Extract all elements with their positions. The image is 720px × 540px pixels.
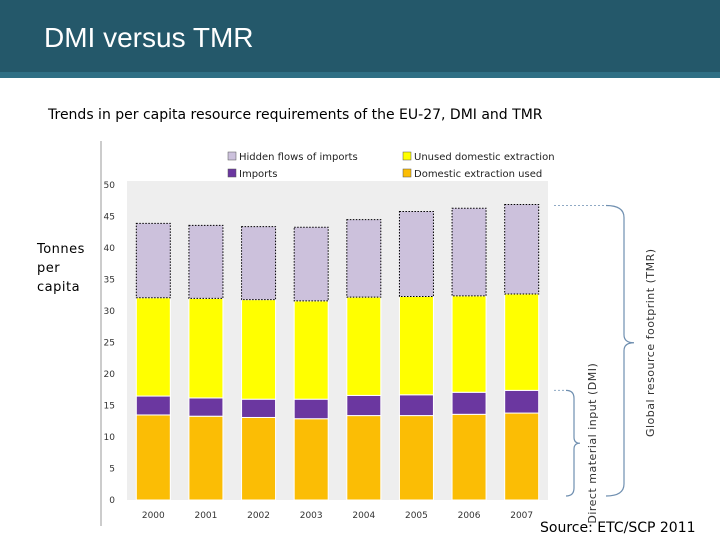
brackets-group: Direct material input (DMI) Global resour…: [554, 204, 657, 524]
x-tick-label: 2001: [194, 511, 217, 521]
y-unit-line-2: per: [37, 261, 61, 276]
y-tick-label: 40: [104, 244, 116, 254]
y-tick-label: 25: [104, 339, 115, 349]
y-axis-ticks: 0 5 10 15 20 25 30 35 40 45 50: [104, 181, 116, 506]
legend-swatch: [227, 151, 237, 161]
bar-segment-hidden-flows-of-imports-2005: [398, 210, 434, 298]
legend-label: Unused domestic extraction: [414, 152, 555, 163]
legend-label: Domestic extraction used: [414, 169, 542, 180]
y-axis-unit-label: Tonnes per capita: [37, 240, 97, 297]
x-tick-label: 2007: [510, 511, 533, 521]
bar-segment-domestic-extraction-used-2002: [241, 416, 277, 501]
bar-segment-imports-2006: [451, 391, 487, 415]
bar-segment-unused-domestic-extraction-2006: [451, 295, 487, 393]
title-bar: DMI versus TMR: [0, 0, 720, 78]
bar-segment-unused-domestic-extraction-2004: [346, 296, 382, 396]
bar-segment-unused-domestic-extraction-2005: [398, 296, 434, 396]
dmi-bracket-label: Direct material input (DMI): [586, 363, 599, 524]
bar-segment-hidden-flows-of-imports-2006: [451, 207, 487, 297]
bar-segment-imports-2005: [398, 394, 434, 417]
x-tick-label: 2004: [352, 511, 375, 521]
bar-segment-imports-2002: [241, 398, 277, 418]
y-tick-label: 5: [109, 465, 115, 475]
tmr-bracket-label: Global resource footprint (TMR): [644, 248, 657, 437]
x-tick-label: 2002: [247, 511, 270, 521]
bar-segment-unused-domestic-extraction-2003: [293, 300, 329, 400]
y-tick-label: 50: [104, 181, 116, 191]
x-tick-label: 2005: [405, 511, 428, 521]
legend-swatch: [402, 168, 412, 178]
bar-segment-unused-domestic-extraction-2007: [504, 293, 540, 391]
tmr-bracket: [605, 204, 635, 497]
chart-subtitle: Trends in per capita resource requiremen…: [48, 107, 543, 123]
bar-segment-hidden-flows-of-imports-2007: [504, 204, 540, 295]
bar-segment-domestic-extraction-used-2001: [188, 415, 224, 501]
bar-segment-imports-2007: [504, 389, 540, 414]
bar-segment-hidden-flows-of-imports-2003: [293, 226, 329, 302]
legend: Hidden flows of imports Unused domestic e…: [227, 151, 555, 180]
y-unit-line-1: Tonnes: [37, 242, 85, 257]
x-axis-ticks: 2000 2001 2002 2003 2004 2005 2006 2007: [142, 511, 533, 521]
x-tick-label: 2003: [300, 511, 323, 521]
bar-segment-unused-domestic-extraction-2002: [241, 299, 277, 400]
bar-segment-domestic-extraction-used-2000: [135, 414, 171, 501]
bar-segment-unused-domestic-extraction-2001: [188, 297, 224, 399]
bar-segment-hidden-flows-of-imports-2000: [135, 222, 171, 299]
y-tick-label: 0: [109, 496, 115, 506]
bar-segment-domestic-extraction-used-2003: [293, 418, 329, 501]
y-tick-label: 45: [104, 213, 115, 223]
legend-label: Imports: [239, 169, 277, 180]
dmi-bracket: [565, 389, 581, 497]
title-accent-line: [0, 72, 720, 78]
y-tick-label: 30: [104, 307, 116, 317]
slide-title: DMI versus TMR: [44, 22, 254, 53]
bar-segment-imports-2003: [293, 398, 329, 420]
bar-segment-imports-2001: [188, 397, 224, 417]
legend-swatch: [227, 168, 237, 178]
bar-segment-unused-domestic-extraction-2000: [135, 297, 171, 397]
x-tick-label: 2000: [142, 511, 165, 521]
bar-segment-imports-2004: [346, 394, 382, 417]
y-tick-label: 35: [104, 276, 115, 286]
bar-segment-domestic-extraction-used-2007: [504, 412, 540, 501]
bar-segment-hidden-flows-of-imports-2004: [346, 219, 382, 298]
legend-label: Hidden flows of imports: [239, 152, 358, 163]
bar-segment-domestic-extraction-used-2004: [346, 415, 382, 501]
legend-swatch: [402, 151, 412, 161]
y-tick-label: 10: [104, 433, 116, 443]
y-tick-label: 15: [104, 402, 115, 412]
bar-segment-hidden-flows-of-imports-2002: [241, 226, 277, 301]
y-tick-label: 20: [104, 370, 116, 380]
x-tick-label: 2006: [458, 511, 481, 521]
source-note: Source: ETC/SCP 2011: [540, 520, 696, 536]
bars-group: [135, 204, 540, 501]
bar-segment-domestic-extraction-used-2005: [398, 415, 434, 501]
bar-segment-hidden-flows-of-imports-2001: [188, 224, 224, 299]
y-unit-line-3: capita: [37, 280, 81, 295]
bar-segment-domestic-extraction-used-2006: [451, 413, 487, 501]
bar-segment-imports-2000: [135, 395, 171, 416]
